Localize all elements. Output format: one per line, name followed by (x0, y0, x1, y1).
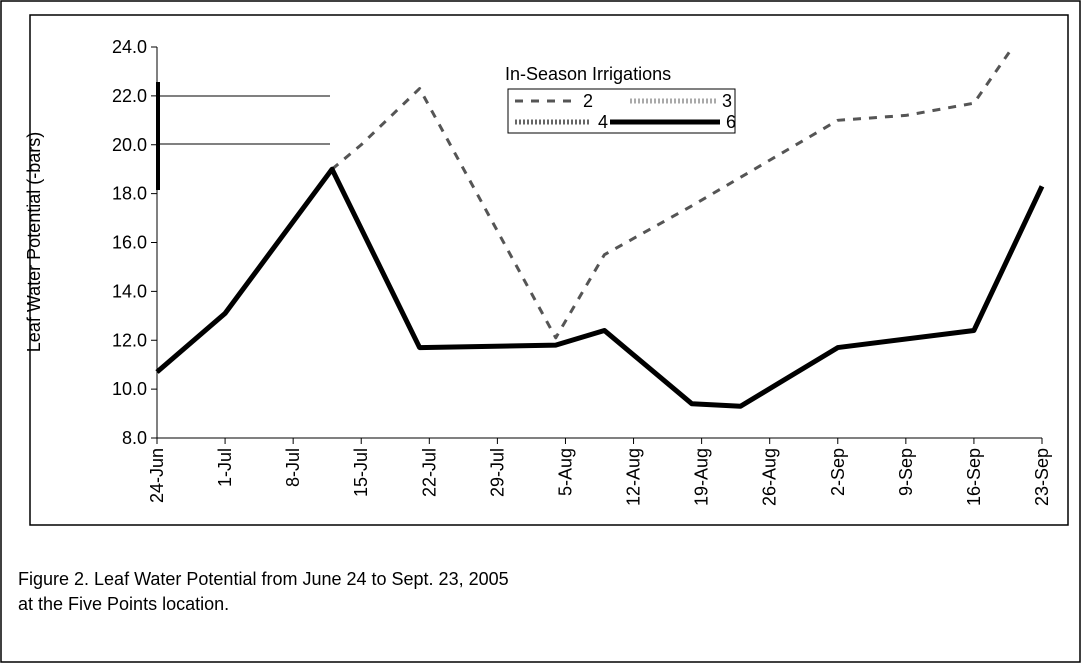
y-axis-title: Leaf Water Potential (-bars) (24, 132, 44, 352)
x-tick-label: 16-Sep (964, 448, 984, 506)
x-tick-label: 22-Jul (419, 448, 439, 497)
legend-title: In-Season Irrigations (505, 64, 671, 84)
y-tick-label: 24.0 (112, 37, 147, 57)
y-tick-label: 14.0 (112, 281, 147, 301)
legend-box (507, 88, 736, 134)
x-tick-label: 24-Jun (147, 448, 167, 503)
series-line (155, 166, 1045, 409)
x-tick-label: 5-Aug (555, 448, 575, 496)
legend-label: 4 (598, 112, 608, 132)
y-tick-label: 22.0 (112, 86, 147, 106)
legend-label: 2 (583, 91, 593, 111)
x-tick-label: 8-Jul (283, 448, 303, 487)
x-tick-label: 29-Jul (487, 448, 507, 497)
legend-label: 3 (722, 91, 732, 111)
x-tick-label: 12-Aug (624, 448, 644, 506)
x-tick-label: 2-Sep (828, 448, 848, 496)
legend-label: 6 (726, 112, 736, 132)
y-tick-label: 18.0 (112, 184, 147, 204)
y-tick-label: 8.0 (122, 428, 147, 448)
x-tick-label: 9-Sep (896, 448, 916, 496)
caption: at the Five Points location. (18, 594, 229, 614)
y-tick-label: 12.0 (112, 330, 147, 350)
y-tick-label: 16.0 (112, 233, 147, 253)
x-tick-label: 23-Sep (1032, 448, 1052, 506)
caption: Figure 2. Leaf Water Potential from June… (18, 569, 509, 589)
series-line (331, 46, 1015, 340)
chart-border (29, 14, 1069, 526)
x-tick-label: 19-Aug (692, 448, 712, 506)
x-tick-label: 1-Jul (215, 448, 235, 487)
y-tick-label: 10.0 (112, 379, 147, 399)
y-tick-label: 20.0 (112, 135, 147, 155)
x-tick-label: 26-Aug (760, 448, 780, 506)
x-tick-label: 15-Jul (351, 448, 371, 497)
